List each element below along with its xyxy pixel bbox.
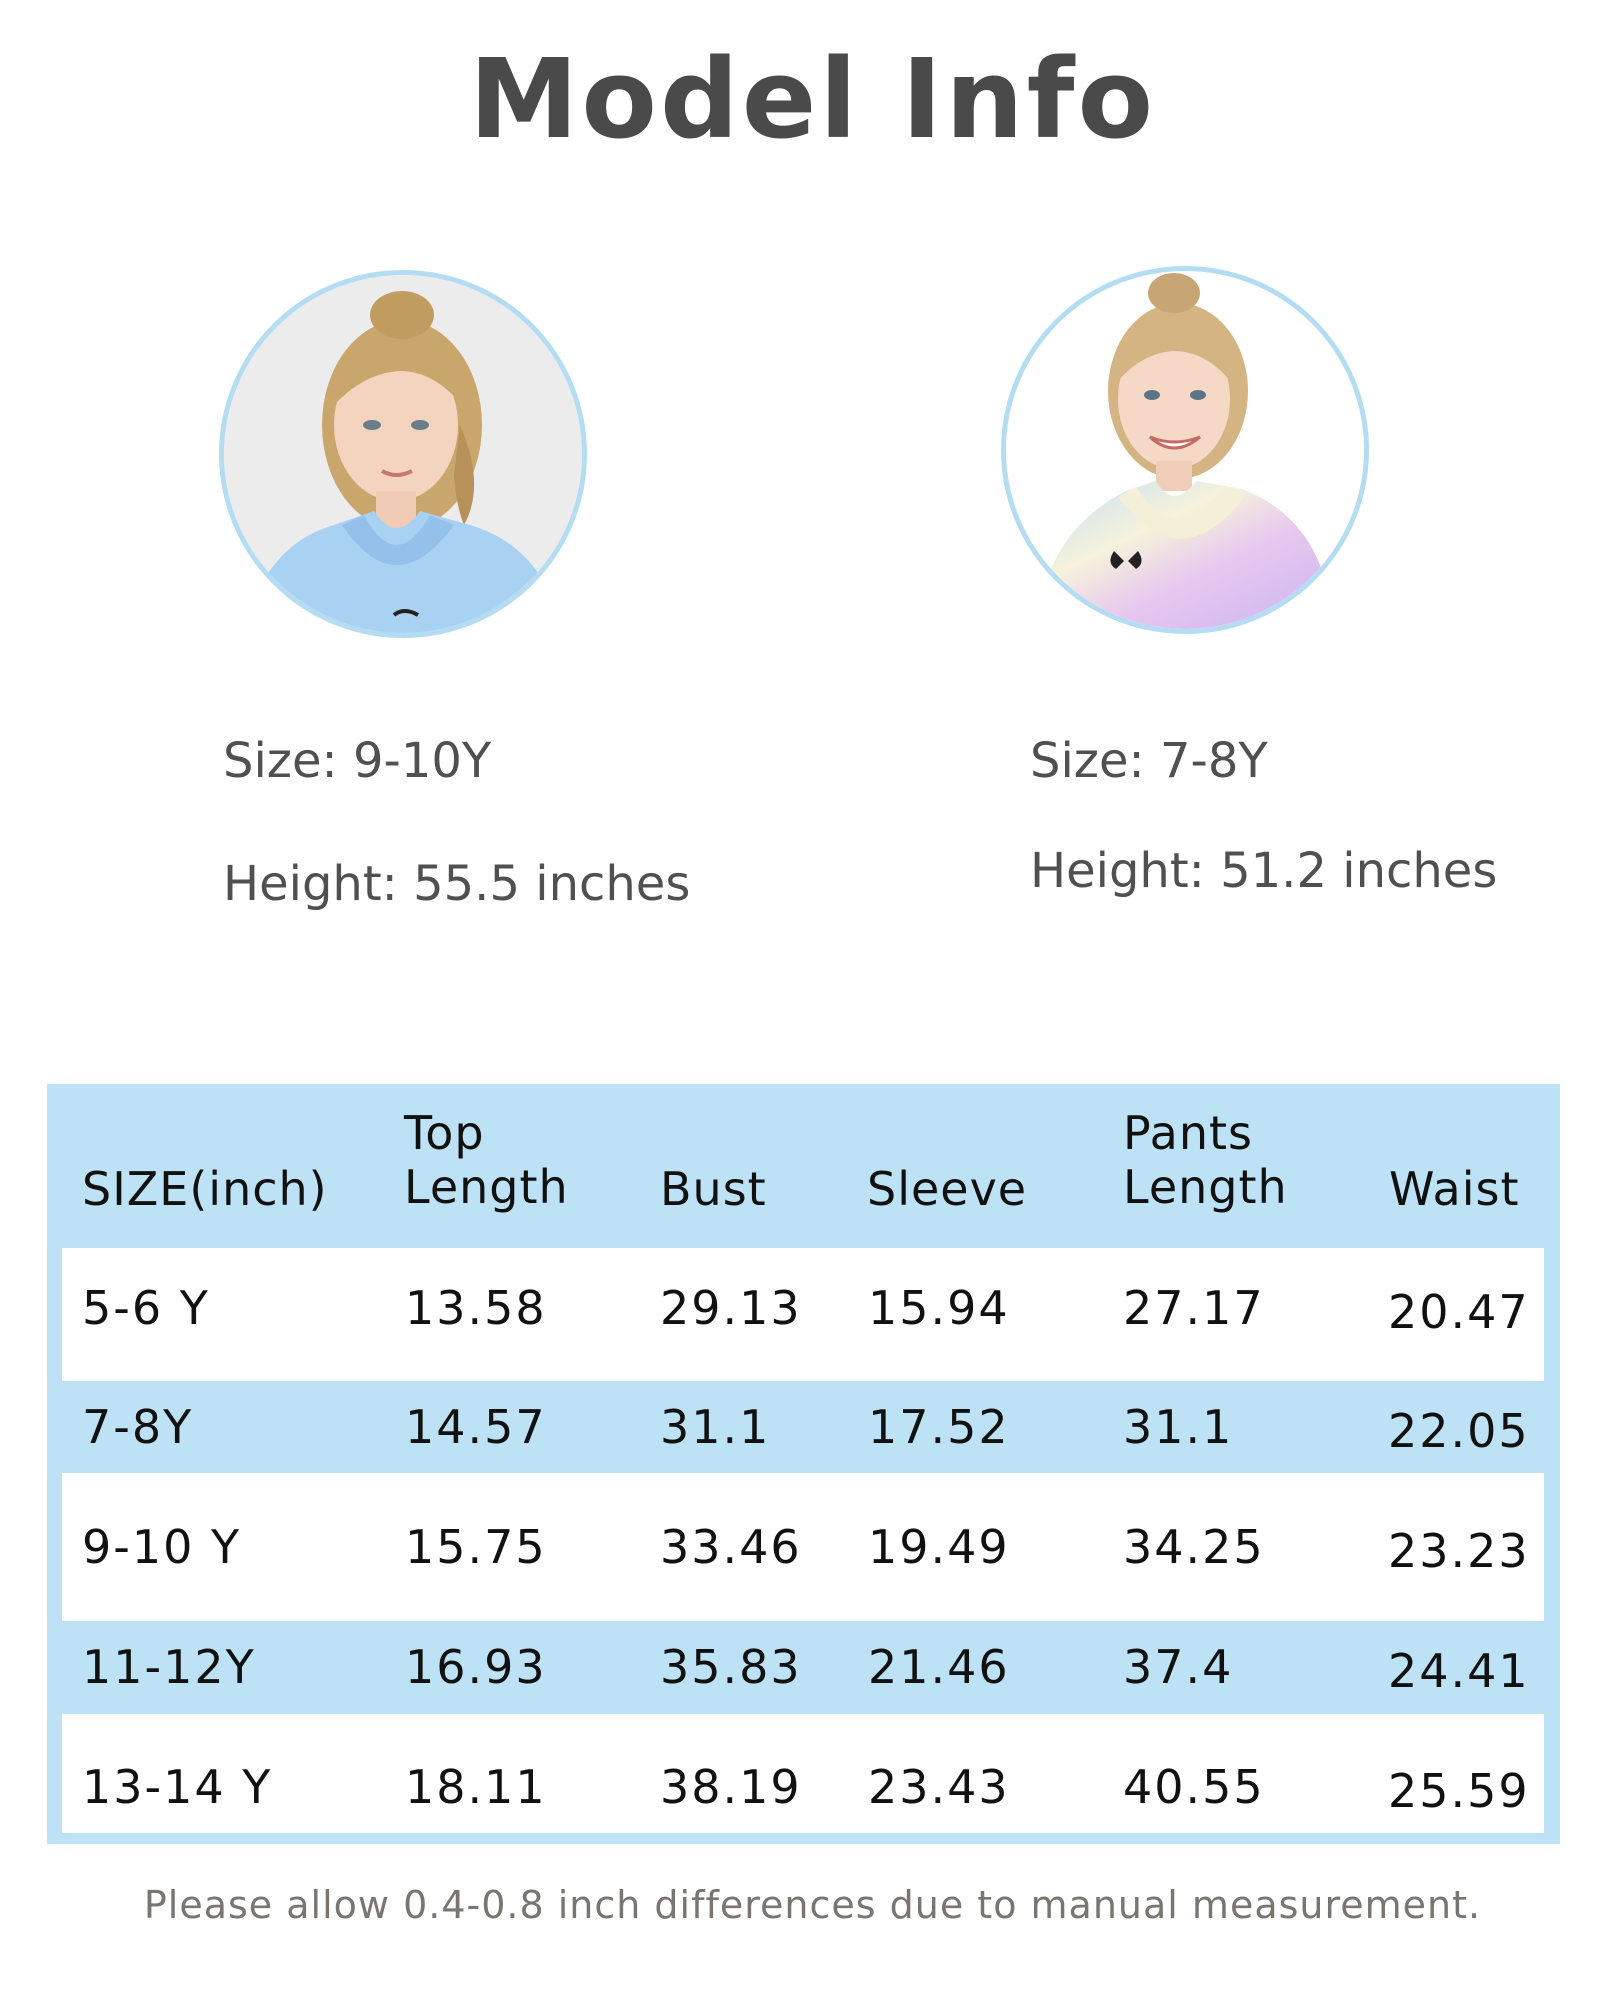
table-row-bg xyxy=(62,1473,1544,1621)
cell-bust: 29.13 xyxy=(660,1281,802,1335)
cell-size: 9-10 Y xyxy=(82,1520,242,1574)
cell-waist: 23.23 xyxy=(1388,1524,1530,1578)
cell-bust: 33.46 xyxy=(660,1520,802,1574)
table-row-bg xyxy=(62,1714,1544,1833)
cell-size: 7-8Y xyxy=(82,1400,194,1454)
cell-pants-length: 40.55 xyxy=(1123,1760,1265,1814)
cell-size: 11-12Y xyxy=(82,1640,256,1694)
model-1-height: Height: 55.5 inches xyxy=(223,856,691,912)
cell-bust: 31.1 xyxy=(660,1400,771,1454)
cell-top-length: 15.75 xyxy=(405,1520,547,1574)
cell-size: 5-6 Y xyxy=(82,1281,210,1335)
cell-waist: 24.41 xyxy=(1388,1644,1530,1698)
header-top-length: Top Length xyxy=(404,1106,569,1214)
cell-sleeve: 17.52 xyxy=(868,1400,1010,1454)
cell-waist: 22.05 xyxy=(1388,1404,1530,1458)
header-sleeve: Sleeve xyxy=(867,1162,1028,1216)
cell-sleeve: 19.49 xyxy=(868,1520,1010,1574)
cell-sleeve: 23.43 xyxy=(868,1760,1010,1814)
cell-waist: 20.47 xyxy=(1388,1285,1530,1339)
cell-top-length: 16.93 xyxy=(405,1640,547,1694)
cell-top-length: 18.11 xyxy=(405,1760,547,1814)
cell-size: 13-14 Y xyxy=(82,1760,273,1814)
cell-sleeve: 21.46 xyxy=(868,1640,1010,1694)
measurement-note: Please allow 0.4-0.8 inch differences du… xyxy=(143,1883,1482,1927)
cell-pants-length: 34.25 xyxy=(1123,1520,1265,1574)
cell-top-length: 14.57 xyxy=(405,1400,547,1454)
cell-bust: 38.19 xyxy=(660,1760,802,1814)
model-2-height: Height: 51.2 inches xyxy=(1030,843,1498,899)
cell-bust: 35.83 xyxy=(660,1640,802,1694)
page-title: Model Info xyxy=(468,35,1157,163)
model-1-size: Size: 9-10Y xyxy=(223,733,492,789)
table-row-bg xyxy=(62,1248,1544,1381)
cell-pants-length: 31.1 xyxy=(1123,1400,1234,1454)
cell-pants-length: 37.4 xyxy=(1123,1640,1234,1694)
model-2-photo xyxy=(1001,266,1369,634)
header-pants-length: Pants Length xyxy=(1123,1106,1288,1214)
header-size: SIZE(inch) xyxy=(82,1162,328,1216)
cell-waist: 25.59 xyxy=(1388,1764,1530,1818)
header-waist: Waist xyxy=(1389,1162,1520,1216)
cell-pants-length: 27.17 xyxy=(1123,1281,1265,1335)
header-bust: Bust xyxy=(660,1162,767,1216)
cell-top-length: 13.58 xyxy=(405,1281,547,1335)
model-2-size: Size: 7-8Y xyxy=(1030,733,1268,789)
model-1-photo xyxy=(219,270,587,638)
cell-sleeve: 15.94 xyxy=(868,1281,1010,1335)
